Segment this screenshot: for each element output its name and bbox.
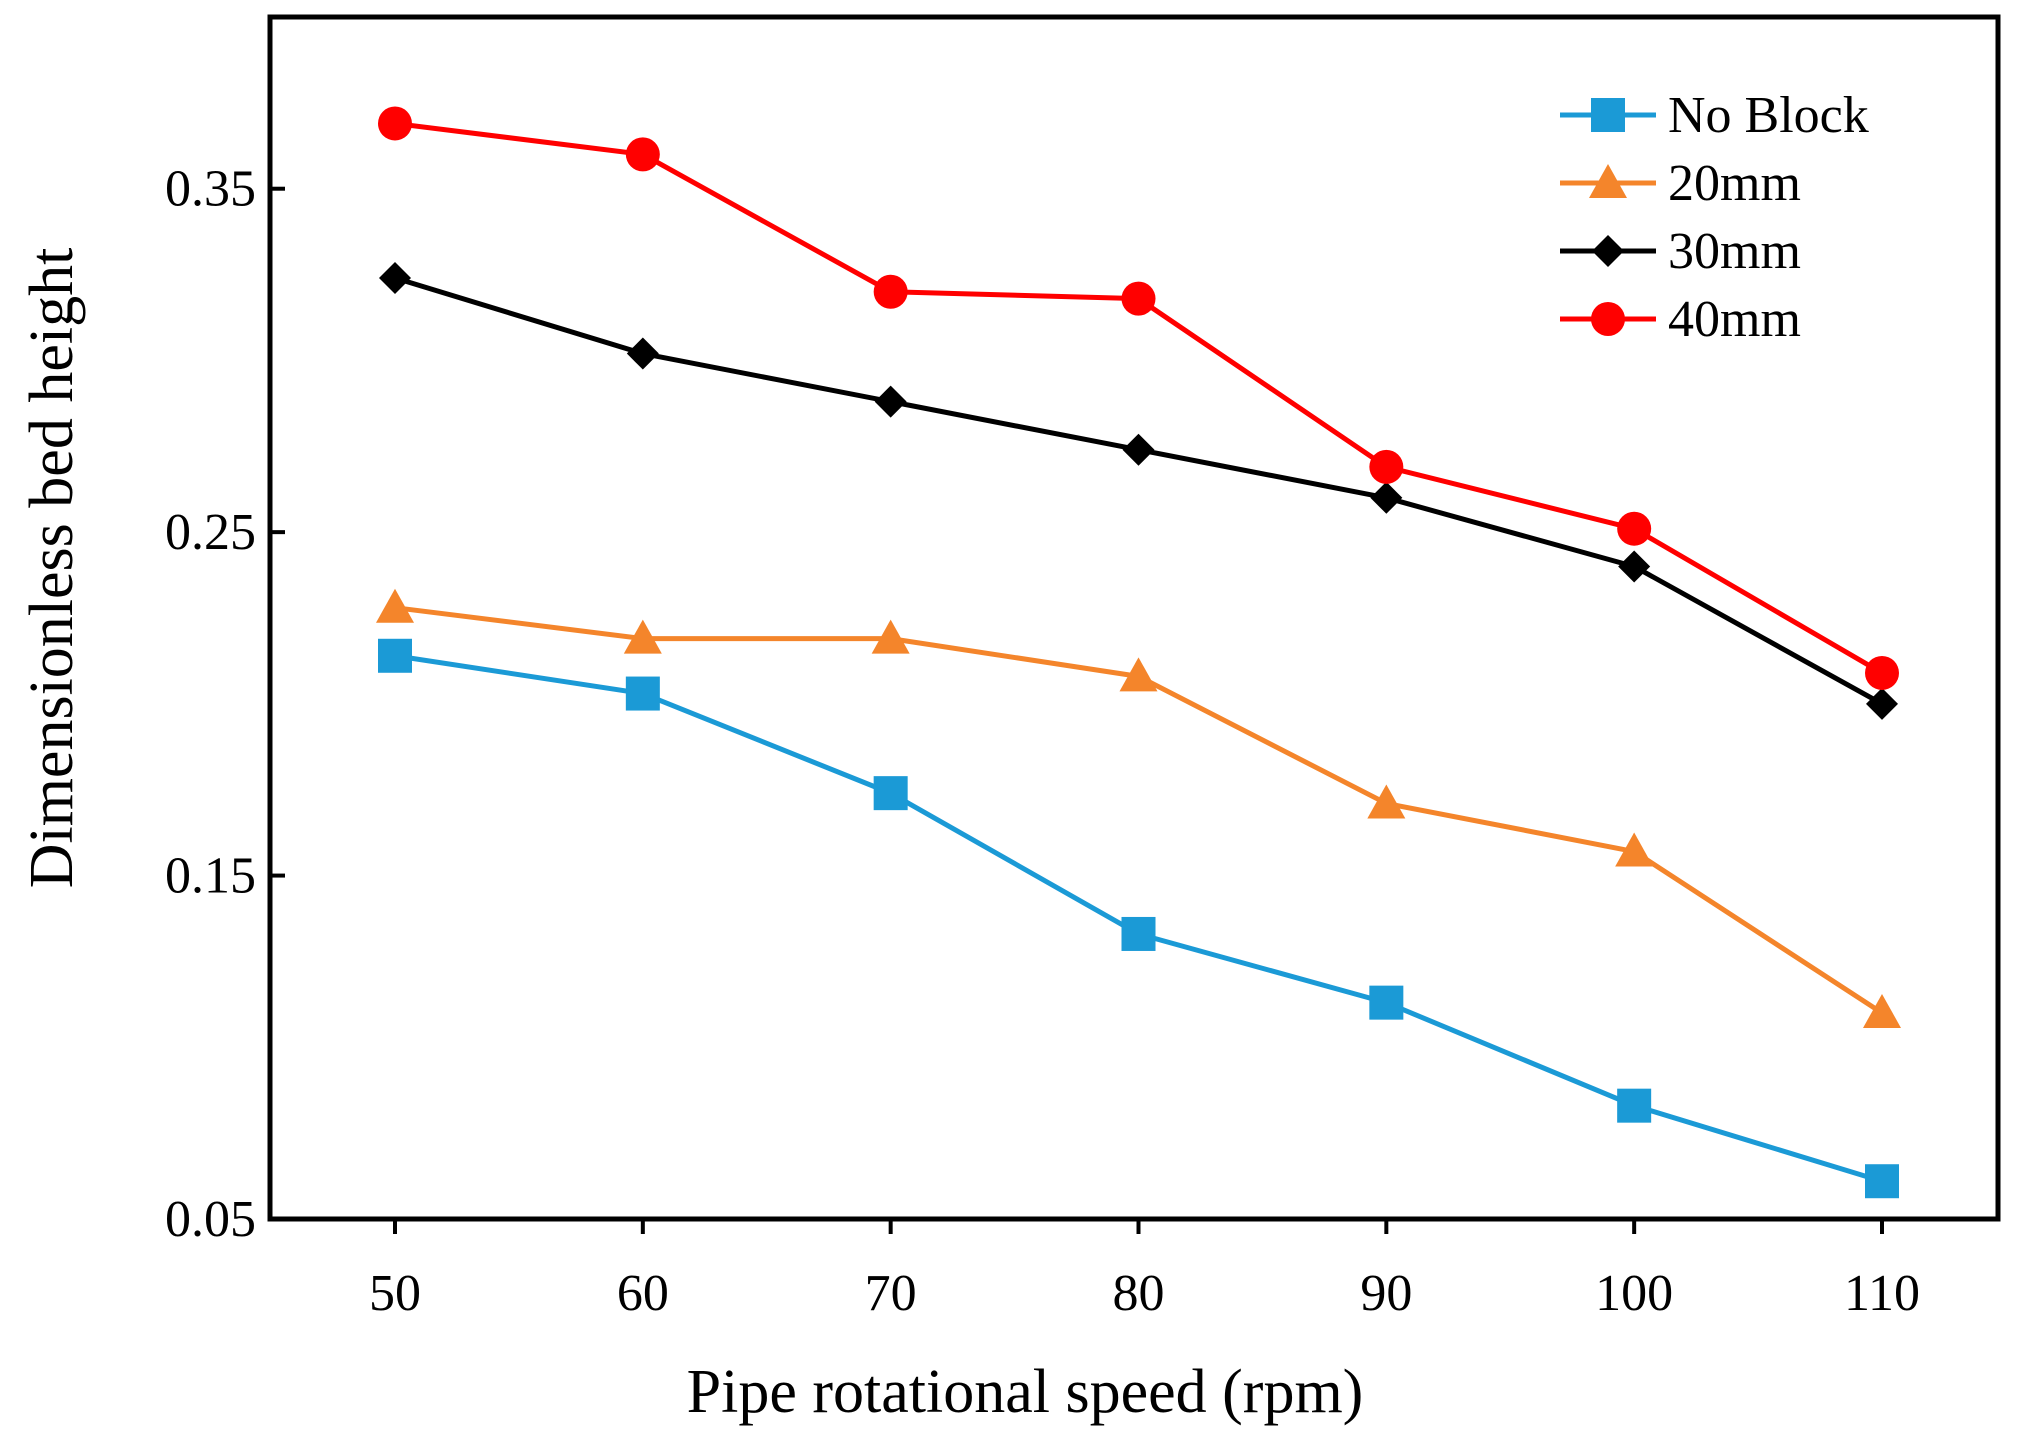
x-tick-label: 110 <box>1844 1265 1920 1322</box>
data-point-no-block <box>378 638 412 673</box>
data-point-30mm <box>874 385 907 418</box>
data-point-no-block <box>1369 985 1404 1020</box>
data-point-40mm <box>1617 511 1652 546</box>
data-point-30mm <box>1370 481 1403 514</box>
data-point-40mm <box>873 274 908 309</box>
legend-item-no-block: No Block <box>1560 87 1869 144</box>
series-20mm <box>376 588 1901 1028</box>
legend-marker <box>1591 302 1625 336</box>
data-point-40mm <box>625 137 660 172</box>
data-point-40mm <box>1865 655 1899 690</box>
legend-label: No Block <box>1668 87 1869 144</box>
data-point-30mm <box>1122 433 1155 466</box>
x-tick-label: 50 <box>369 1265 421 1322</box>
x-tick-label: 90 <box>1360 1265 1412 1322</box>
plot-frame <box>267 14 2001 1222</box>
x-tick-label: 60 <box>617 1265 669 1322</box>
data-point-30mm <box>626 337 659 370</box>
data-point-40mm <box>1121 281 1156 316</box>
series-no-block <box>378 638 1899 1199</box>
legend-label: 40mm <box>1668 291 1801 348</box>
x-axis: 50 60 70 80 90 100 110 <box>369 1219 1920 1322</box>
data-point-20mm <box>376 588 414 623</box>
x-tick-label: 100 <box>1595 1265 1673 1322</box>
data-point-30mm <box>1618 550 1651 583</box>
legend-marker <box>1589 164 1627 198</box>
data-point-no-block <box>873 776 908 811</box>
data-point-20mm <box>1367 784 1406 819</box>
legend-label: 20mm <box>1668 155 1801 212</box>
legend-item-30mm: 30mm <box>1560 223 1801 280</box>
x-tick-label: 70 <box>865 1265 917 1322</box>
y-tick-label: 0.25 <box>165 504 256 561</box>
data-point-40mm <box>378 106 412 141</box>
series-30mm <box>379 262 1898 720</box>
y-tick-label: 0.15 <box>165 848 256 905</box>
series-40mm <box>378 106 1899 690</box>
y-tick-label: 0.05 <box>165 1191 256 1248</box>
legend-item-40mm: 40mm <box>1560 291 1801 348</box>
data-point-20mm <box>623 619 662 654</box>
data-point-40mm <box>1369 449 1404 484</box>
data-point-20mm <box>1119 657 1158 692</box>
series-line-30mm <box>394 275 1884 707</box>
legend: No Block 20mm 30mm 40mm <box>1560 87 1869 348</box>
legend-label: 30mm <box>1668 223 1801 280</box>
series-line-40mm <box>394 120 1884 676</box>
data-point-30mm <box>379 262 411 295</box>
data-point-no-block <box>625 676 660 711</box>
data-point-no-block <box>1121 916 1156 951</box>
y-axis-title: Dimensionless bed height <box>18 248 86 889</box>
x-axis-title: Pipe rotational speed (rpm) <box>687 1358 1364 1426</box>
data-point-20mm <box>1615 832 1654 867</box>
y-axis: 0.05 0.15 0.25 0.35 <box>165 161 285 1248</box>
data-point-30mm <box>1866 687 1898 720</box>
x-tick-label: 80 <box>1113 1265 1165 1322</box>
data-point-no-block <box>1617 1088 1652 1123</box>
data-point-no-block <box>1865 1164 1899 1199</box>
series-layer <box>376 106 1901 1199</box>
y-tick-label: 0.35 <box>165 161 256 218</box>
data-point-20mm <box>871 619 910 654</box>
legend-marker <box>1592 235 1624 267</box>
data-point-20mm <box>1863 993 1901 1028</box>
legend-marker <box>1591 98 1625 132</box>
legend-item-20mm: 20mm <box>1560 155 1801 212</box>
